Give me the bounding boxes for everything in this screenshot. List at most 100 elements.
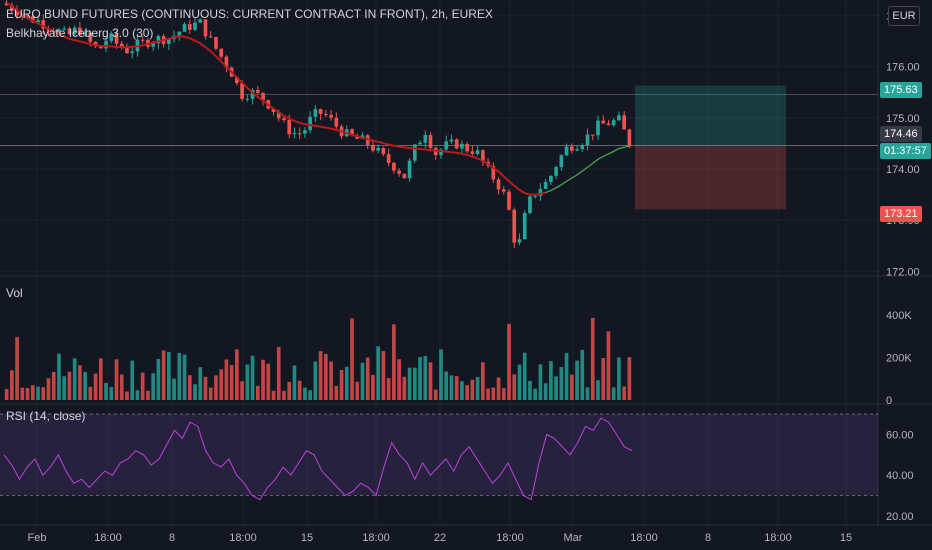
volume-bar: [507, 323, 511, 400]
currency-button[interactable]: EUR: [888, 6, 920, 26]
candle-body: [575, 149, 579, 151]
volume-bar: [67, 371, 72, 400]
volume-bar: [433, 389, 438, 400]
target-price-tag: 175.63: [880, 82, 922, 98]
price-tick-label: 174.00: [886, 164, 920, 176]
candle-body: [496, 179, 501, 190]
indicator-label[interactable]: Belkhayate Iceberg 3.0 (30): [6, 26, 154, 40]
candle-body: [318, 109, 323, 114]
candle-body: [371, 144, 375, 151]
volume-bar: [475, 377, 480, 400]
candle-body: [308, 116, 312, 131]
volume-bar: [402, 376, 407, 400]
volume-bar: [266, 363, 271, 400]
volume-bar: [528, 380, 532, 400]
volume-bar: [564, 352, 569, 400]
candle-body: [20, 15, 25, 17]
candle-body: [41, 20, 46, 29]
volume-bar: [156, 358, 161, 400]
candle-body: [297, 133, 302, 135]
candle-body: [219, 48, 224, 57]
candle-body: [564, 146, 569, 156]
time-tick-label: Mar: [564, 532, 583, 544]
volume-bar: [386, 378, 391, 400]
volume-pane-label[interactable]: Vol: [6, 286, 23, 300]
volume-bar: [412, 367, 417, 400]
volume-bar: [114, 359, 119, 400]
candle-body: [250, 89, 255, 99]
volume-bar: [46, 378, 51, 400]
volume-bar: [119, 374, 124, 400]
price-tick-label: 175.00: [886, 113, 920, 125]
volume-bar: [30, 385, 35, 400]
symbol-title[interactable]: EURO BUND FUTURES (CONTINUOUS: CURRENT C…: [6, 7, 493, 21]
volume-bar: [313, 361, 318, 400]
candle-body: [528, 196, 532, 214]
time-tick-label: 15: [301, 532, 313, 544]
volume-bar: [292, 365, 297, 400]
time-tick-label: 8: [169, 532, 175, 544]
candle-body: [276, 111, 281, 119]
volume-bar: [392, 324, 396, 400]
volume-bar: [15, 337, 19, 400]
volume-tick-label: 200K: [886, 352, 912, 364]
candle-body: [381, 147, 386, 155]
volume-bar: [62, 376, 67, 400]
time-tick-label: 15: [840, 532, 852, 544]
volume-bar: [276, 347, 281, 400]
volume-bar: [51, 371, 56, 400]
volume-bar: [533, 388, 538, 400]
volume-bar: [193, 384, 197, 400]
moving-average-line: [6, 1, 546, 196]
volume-bar: [10, 370, 14, 400]
rsi-line: [3, 417, 633, 501]
candle-body: [475, 150, 480, 154]
volume-bar: [104, 382, 108, 400]
volume-bar: [224, 359, 229, 400]
volume-bar: [88, 386, 93, 400]
candle-body: [303, 130, 307, 134]
volume-bar: [350, 318, 354, 400]
candle-body: [606, 123, 611, 126]
volume-bar: [177, 352, 182, 400]
volume-bar: [297, 380, 302, 400]
candle-body: [559, 155, 564, 168]
volume-bar: [491, 387, 496, 400]
volume-bar: [365, 357, 370, 400]
volume-bar: [235, 349, 239, 400]
candle-body: [72, 27, 77, 35]
volume-bar: [606, 331, 611, 400]
volume-bar: [146, 390, 150, 400]
price-tick-label: 172.00: [886, 266, 920, 278]
candle-body: [611, 120, 616, 126]
candle-body: [271, 108, 276, 112]
volume-bar: [135, 390, 140, 400]
candle-body: [114, 33, 119, 44]
volume-bar: [25, 388, 30, 400]
volume-bar: [214, 375, 218, 400]
volume-bar: [590, 317, 595, 400]
target-zone: [635, 85, 786, 146]
candle-body: [214, 37, 218, 49]
candle-body: [10, 5, 14, 11]
volume-bar: [481, 362, 485, 400]
time-tick-label: 18:00: [362, 532, 390, 544]
rsi-pane-label[interactable]: RSI (14, close): [6, 409, 86, 423]
volume-bar: [512, 374, 517, 400]
candle-body: [193, 22, 197, 30]
volume-bar: [381, 351, 386, 400]
candle-body: [67, 28, 72, 35]
volume-bar: [580, 349, 585, 400]
candle-body: [549, 175, 553, 183]
rsi-tick-label: 20.00: [886, 511, 914, 523]
volume-bar: [334, 385, 339, 400]
candle-body: [119, 43, 124, 49]
candle-body: [187, 24, 192, 30]
candle-body: [350, 129, 354, 136]
candle-body: [543, 182, 548, 190]
volume-bar: [4, 389, 9, 400]
volume-bar: [522, 352, 527, 400]
candle-body: [104, 40, 108, 49]
volume-bar: [261, 359, 265, 400]
